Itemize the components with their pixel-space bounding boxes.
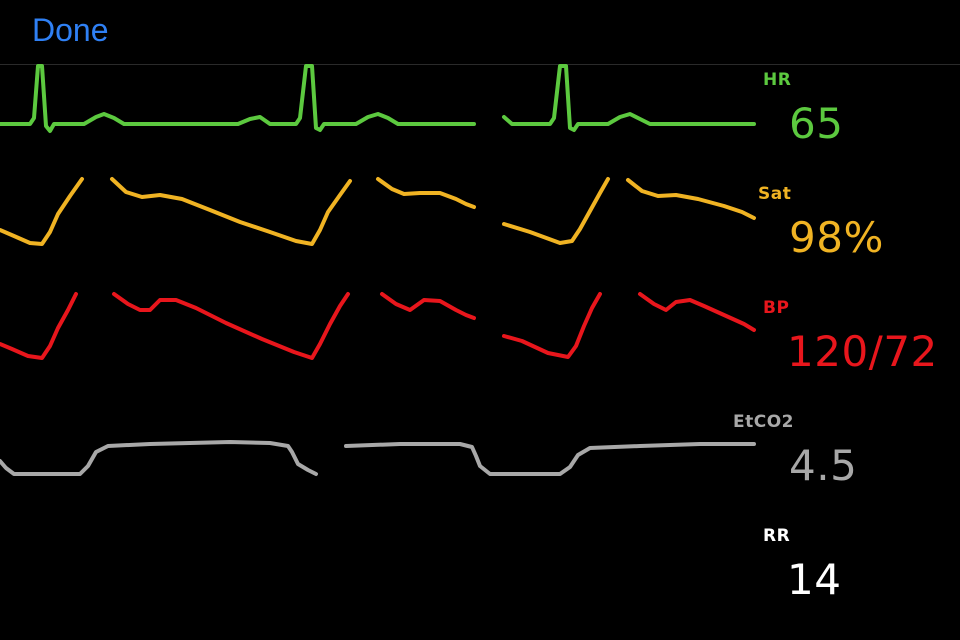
capno-segment-2 — [344, 442, 756, 476]
capno-segment-1 — [0, 440, 318, 476]
bp-label: BP — [763, 298, 790, 318]
pleth-waveform — [0, 177, 756, 246]
done-button[interactable]: Done — [32, 12, 109, 48]
capno-waveform — [0, 440, 756, 476]
pleth-segment-1 — [0, 177, 84, 246]
hr-panel: HR 65 — [760, 64, 960, 178]
bp-segment-4 — [502, 292, 602, 359]
hr-value: 65 — [789, 99, 844, 148]
bp-segment-2 — [112, 292, 350, 360]
bp-waveform — [0, 292, 756, 360]
ecg-segment-1 — [0, 64, 476, 133]
pleth-segment-4 — [502, 177, 610, 245]
pleth-segment-2 — [110, 177, 352, 246]
rr-panel: RR 14 — [760, 520, 960, 634]
sat-panel: Sat 98% — [758, 178, 960, 292]
rr-label: RR — [763, 526, 791, 546]
bp-segment-3 — [380, 292, 476, 320]
bp-segment-1 — [0, 292, 78, 360]
ecg-segment-2 — [502, 64, 756, 132]
ecg-waveform — [0, 64, 756, 133]
sat-value: 98% — [789, 213, 884, 262]
bp-value: 120/72 — [787, 327, 938, 376]
waveform-area — [0, 64, 756, 476]
hr-label: HR — [763, 70, 792, 90]
pleth-segment-3 — [376, 177, 476, 209]
bp-panel: BP 120/72 — [760, 292, 960, 406]
rr-value: 14 — [787, 555, 842, 604]
etco2-panel: EtCO2 4.5 — [733, 406, 960, 520]
etco2-value: 4.5 — [789, 441, 858, 490]
top-bar: Done — [0, 0, 960, 65]
etco2-label: EtCO2 — [733, 412, 794, 432]
bp-segment-5 — [638, 292, 756, 332]
pleth-segment-5 — [626, 178, 756, 220]
sat-label: Sat — [758, 184, 792, 204]
